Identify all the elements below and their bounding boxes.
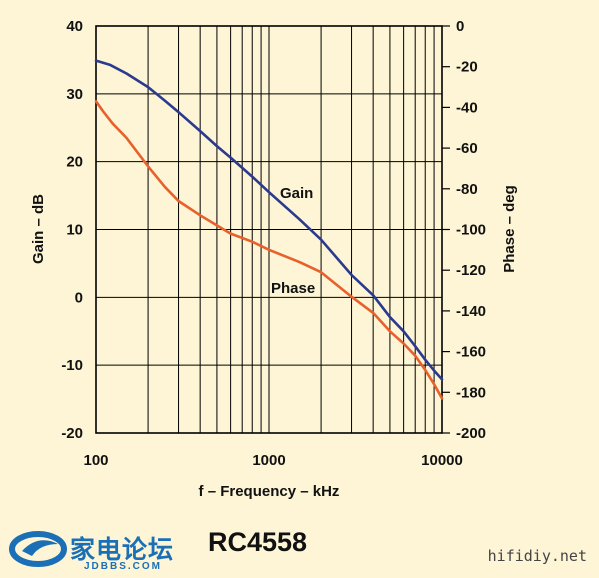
y-tick-left: 0 — [75, 289, 83, 306]
left-axis-ticks: 40 30 20 10 0 -10 -20 — [61, 18, 83, 442]
y-tick-right: 0 — [456, 18, 464, 35]
logo-text: 家电论坛 — [70, 535, 175, 564]
series-label-gain: Gain — [280, 185, 313, 202]
y-tick-right: -180 — [456, 384, 486, 401]
series-line-phase — [94, 100, 444, 400]
right-axis-ticks: 0 -20 -40 -60 -80 -100 -120 -140 -160 -180 -200 — [442, 18, 486, 442]
y-tick-right: -60 — [456, 140, 478, 157]
y-axis-label-right: Phase – deg — [501, 185, 518, 273]
x-axis-ticks: 100 1000 10000 — [83, 452, 462, 469]
y-tick-right: -120 — [456, 262, 486, 279]
y-tick-right: -200 — [456, 425, 486, 442]
y-tick-left: 20 — [66, 154, 83, 171]
x-tick: 10000 — [421, 452, 463, 469]
part-number: RC4558 — [208, 527, 308, 557]
site-watermark: hifidiy.net — [487, 547, 587, 565]
y-axis-label-left: Gain – dB — [30, 194, 47, 264]
y-tick-left: -10 — [61, 357, 83, 374]
logo-emblem — [9, 531, 67, 567]
grid-lines — [96, 26, 442, 433]
x-tick: 1000 — [252, 452, 285, 469]
series-label-phase: Phase — [271, 280, 315, 297]
y-tick-right: -160 — [456, 344, 486, 361]
x-axis-label: f – Frequency – kHz — [199, 483, 340, 500]
y-tick-right: -100 — [456, 222, 486, 239]
y-tick-left: 40 — [66, 18, 83, 35]
series-line-gain — [94, 59, 444, 381]
x-tick: 100 — [83, 452, 108, 469]
y-tick-right: -140 — [456, 303, 486, 320]
y-tick-left: 30 — [66, 86, 83, 103]
y-tick-right: -80 — [456, 181, 478, 198]
y-tick-left: 10 — [66, 222, 83, 239]
y-tick-right: -40 — [456, 99, 478, 116]
series-layer — [94, 59, 444, 400]
y-tick-left: -20 — [61, 425, 83, 442]
logo-subtext: JDBBS.COM — [84, 561, 163, 572]
y-tick-right: -20 — [456, 59, 478, 76]
